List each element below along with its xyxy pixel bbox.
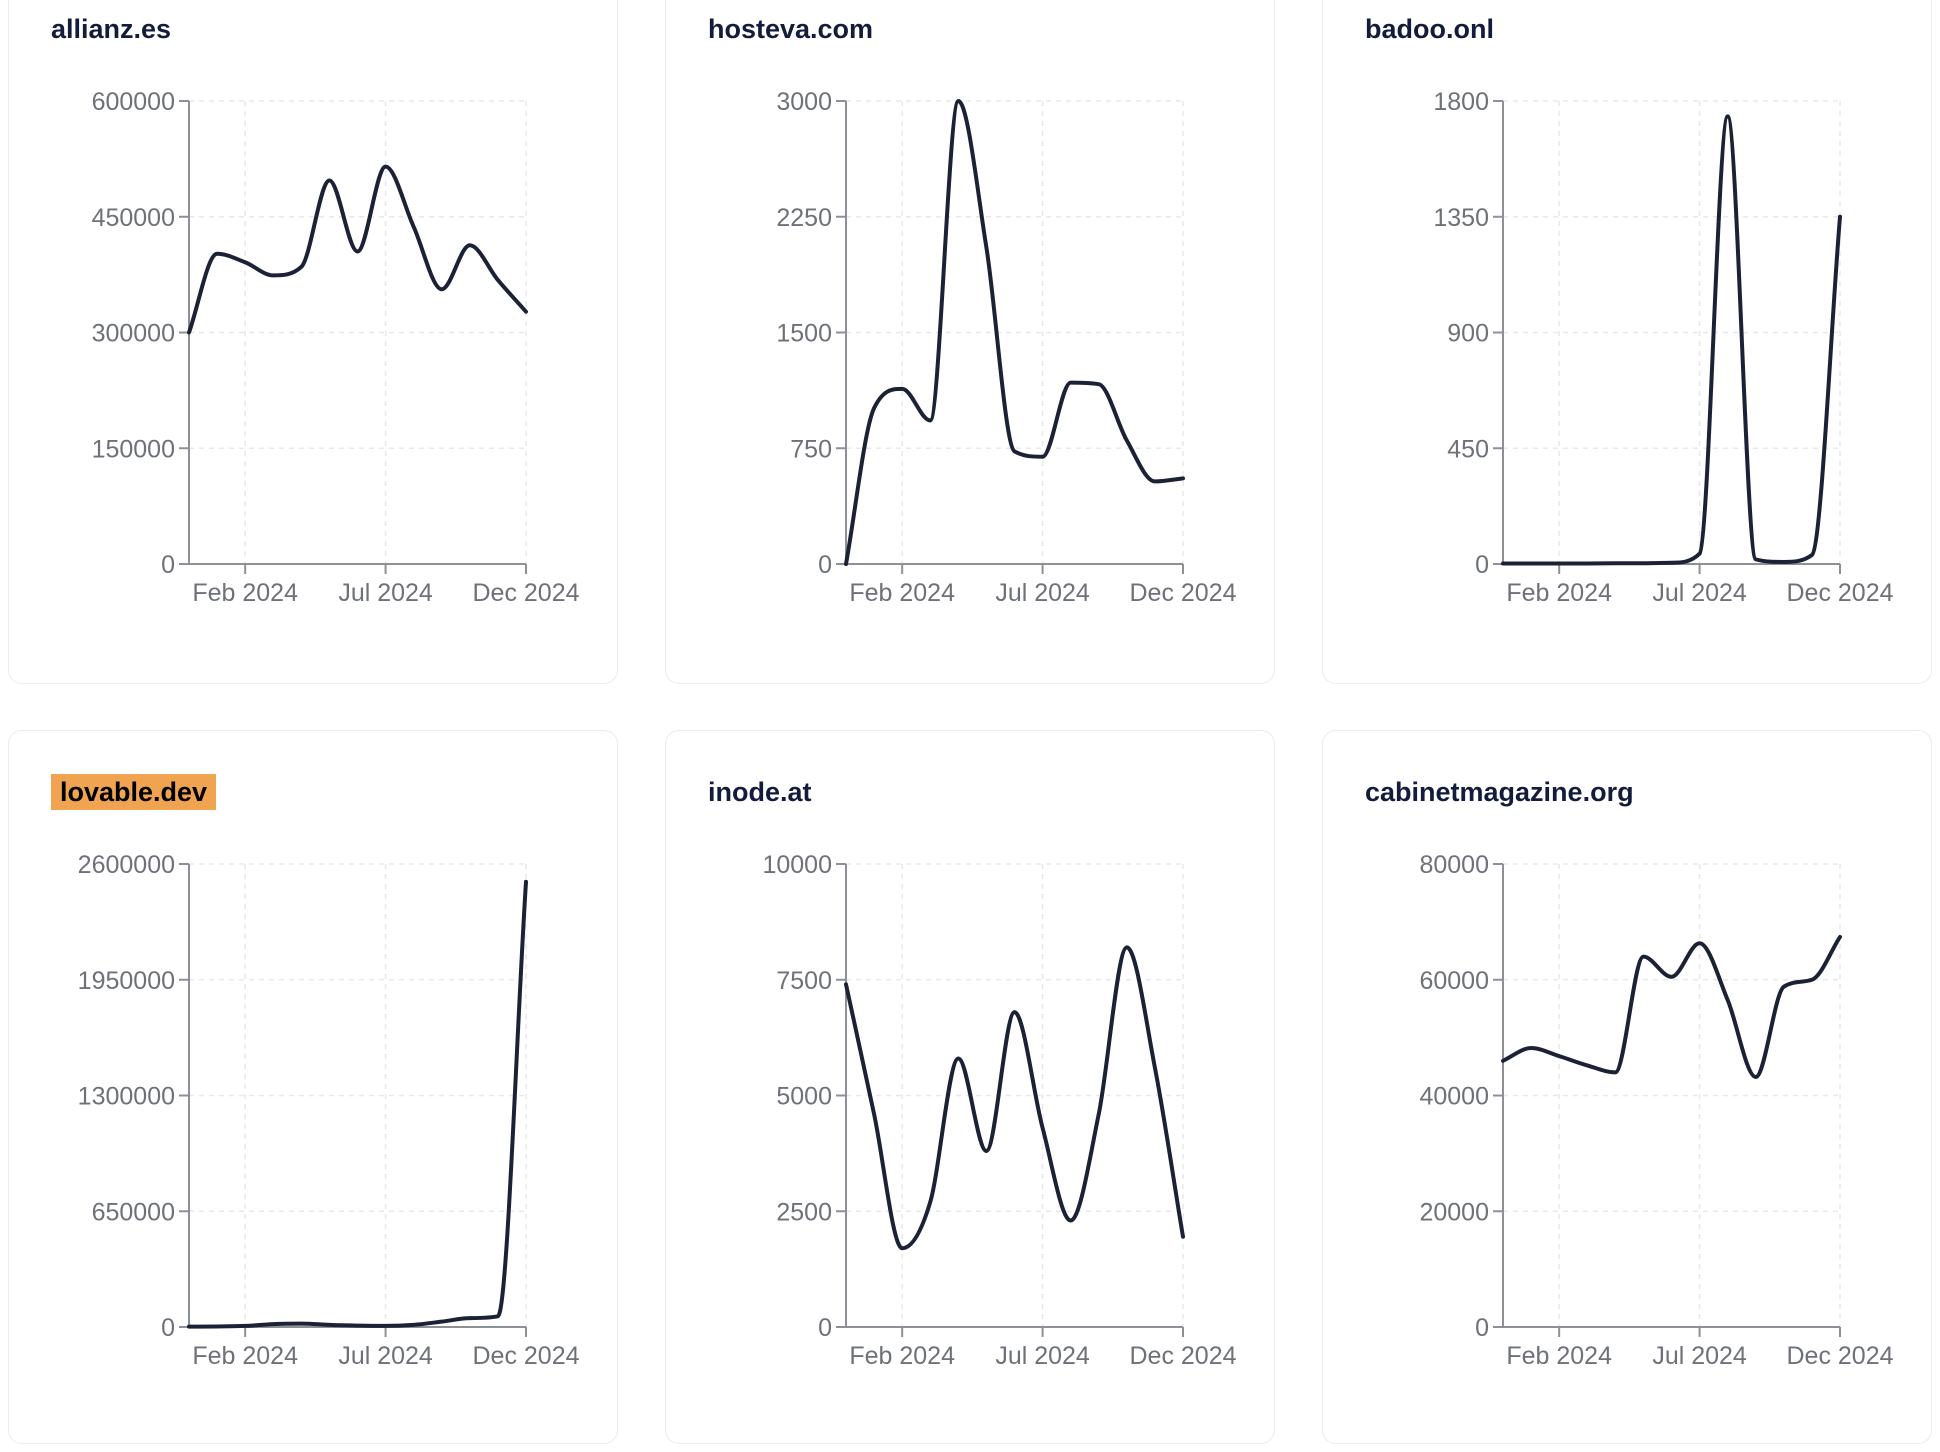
x-tick-label: Feb 2024 <box>1506 1342 1612 1370</box>
line-chart: Feb 2024 Jul 2024 Dec 2024 0 750 1500 2250 3000 <box>776 88 1236 607</box>
x-tick-label: Dec 2024 <box>1129 1342 1236 1370</box>
x-tick-label: Feb 2024 <box>849 1342 955 1370</box>
y-tick-label: 80000 <box>1419 851 1489 879</box>
domain-title-link[interactable]: cabinetmagazine.org <box>1365 777 1634 807</box>
y-tick-label: 40000 <box>1419 1083 1489 1111</box>
y-tick-label: 1300000 <box>78 1083 175 1111</box>
series-line <box>1501 934 1842 1079</box>
series-line <box>844 945 1185 1251</box>
y-tick-label: 1350 <box>1433 204 1489 232</box>
x-tick-label: Dec 2024 <box>1786 1342 1893 1370</box>
y-tick-label: 0 <box>161 1314 175 1342</box>
x-tick-label: Jul 2024 <box>1652 1342 1747 1370</box>
chart-card: lovable.dev Feb 2024 Jul 2024 Dec 2024 0 650… <box>8 730 618 1444</box>
series-line <box>1501 114 1842 566</box>
y-tick-label: 7500 <box>776 967 832 995</box>
line-chart: Feb 2024 Jul 2024 Dec 2024 0 2500 5000 7500 100… <box>762 851 1236 1370</box>
domain-title-link[interactable]: hosteva.com <box>708 14 874 44</box>
chart-card: allianz.es Feb 2024 Jul 2024 Dec 2024 0 1500… <box>8 0 618 684</box>
card-title: cabinetmagazine.org <box>1365 775 1931 809</box>
domain-title-link[interactable]: allianz.es <box>51 14 172 44</box>
y-tick-label: 3000 <box>776 88 832 116</box>
y-tick-label: 1500 <box>776 320 832 348</box>
y-tick-label: 0 <box>818 551 832 579</box>
domain-title-link[interactable]: badoo.onl <box>1365 14 1494 44</box>
y-tick-label: 2250 <box>776 204 832 232</box>
y-tick-label: 60000 <box>1419 967 1489 995</box>
x-tick-label: Jul 2024 <box>338 1342 433 1370</box>
y-tick-label: 1800 <box>1433 88 1489 116</box>
card-title: allianz.es <box>51 12 617 46</box>
y-tick-label: 750 <box>790 435 832 463</box>
card-title: hosteva.com <box>708 12 1274 46</box>
x-tick-label: Dec 2024 <box>472 579 579 607</box>
line-chart: Feb 2024 Jul 2024 Dec 2024 0 650000 1300000 19… <box>78 851 580 1370</box>
y-tick-label: 2600000 <box>78 851 175 879</box>
card-title: badoo.onl <box>1365 12 1931 46</box>
x-tick-label: Jul 2024 <box>995 1342 1090 1370</box>
y-tick-label: 0 <box>1475 551 1489 579</box>
x-tick-label: Jul 2024 <box>1652 579 1747 607</box>
x-tick-label: Dec 2024 <box>472 1342 579 1370</box>
x-tick-label: Jul 2024 <box>995 579 1090 607</box>
y-tick-label: 300000 <box>92 320 175 348</box>
y-tick-label: 600000 <box>92 88 175 116</box>
x-tick-label: Feb 2024 <box>192 1342 298 1370</box>
card-title: inode.at <box>708 775 1274 809</box>
chart-card: badoo.onl Feb 2024 Jul 2024 Dec 2024 0 450 90… <box>1322 0 1932 684</box>
chart-card: hosteva.com Feb 2024 Jul 2024 Dec 2024 0 750… <box>665 0 1275 684</box>
series-line <box>844 99 1185 566</box>
y-tick-label: 650000 <box>92 1198 175 1226</box>
series-line <box>187 164 528 335</box>
x-tick-label: Feb 2024 <box>1506 579 1612 607</box>
x-tick-label: Jul 2024 <box>338 579 433 607</box>
y-tick-label: 150000 <box>92 435 175 463</box>
x-tick-label: Feb 2024 <box>849 579 955 607</box>
y-tick-label: 0 <box>161 551 175 579</box>
x-tick-label: Dec 2024 <box>1129 579 1236 607</box>
x-tick-label: Feb 2024 <box>192 579 298 607</box>
line-chart: Feb 2024 Jul 2024 Dec 2024 0 150000 300000 450… <box>92 88 580 607</box>
x-tick-label: Dec 2024 <box>1786 579 1893 607</box>
y-tick-label: 1950000 <box>78 967 175 995</box>
y-tick-label: 450000 <box>92 204 175 232</box>
chart-card: cabinetmagazine.org Feb 2024 Jul 2024 Dec … <box>1322 730 1932 1444</box>
y-tick-label: 5000 <box>776 1083 832 1111</box>
y-tick-label: 10000 <box>762 851 832 879</box>
line-chart: Feb 2024 Jul 2024 Dec 2024 0 20000 40000 60000… <box>1419 851 1893 1370</box>
y-tick-label: 450 <box>1447 435 1489 463</box>
domain-title-link-highlighted[interactable]: lovable.dev <box>51 774 217 810</box>
y-tick-label: 2500 <box>776 1198 832 1226</box>
series-line <box>187 879 528 1329</box>
chart-card: inode.at Feb 2024 Jul 2024 Dec 2024 0 2500 50… <box>665 730 1275 1444</box>
y-tick-label: 0 <box>1475 1314 1489 1342</box>
line-chart: Feb 2024 Jul 2024 Dec 2024 0 450 900 1350 1800 <box>1433 88 1893 607</box>
domain-title-link[interactable]: inode.at <box>708 777 812 807</box>
y-tick-label: 0 <box>818 1314 832 1342</box>
y-tick-label: 20000 <box>1419 1198 1489 1226</box>
card-title: lovable.dev <box>51 774 617 810</box>
y-tick-label: 900 <box>1447 320 1489 348</box>
